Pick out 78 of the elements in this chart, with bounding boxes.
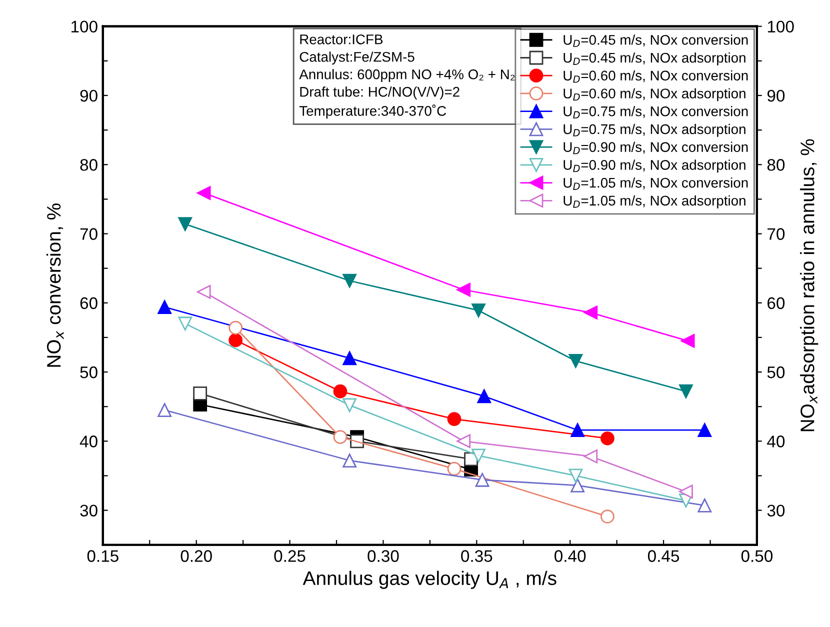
point: [447, 412, 462, 426]
point: [333, 384, 348, 398]
point: [158, 300, 172, 314]
point: [472, 448, 486, 463]
x-tick-label: 0.45: [648, 550, 680, 562]
point: [228, 333, 243, 348]
point: [600, 510, 614, 524]
y-tick-label: 80: [80, 159, 98, 171]
x-tick-label: 0.50: [741, 550, 773, 562]
point: [568, 468, 583, 483]
legend-label: U$_{D}$=0.60 m/s, NOx adsorption: [564, 88, 746, 102]
point: [472, 304, 486, 318]
point: [584, 449, 598, 464]
y2-tick-label: 80: [767, 159, 785, 171]
annotation: Catalyst:Fe/ZSM-5: [300, 52, 414, 65]
point: [158, 403, 172, 417]
y-tick-label: 50: [80, 366, 98, 378]
point: [333, 430, 348, 444]
annotation: Reactor:ICFB: [300, 34, 383, 44]
legend-label: U$_{D}$=1.05 m/s, NOx conversion: [564, 177, 748, 190]
annotation: Annulus: 600ppm NO +4% O₂ + N₂: [299, 69, 515, 82]
point: [680, 334, 695, 348]
y2-axis-title: NO$_{x}$adsorption ratio in annulus, %: [800, 139, 818, 432]
point: [447, 462, 462, 476]
x-tick-label: 0.35: [461, 550, 492, 562]
point: [342, 351, 357, 366]
point: [570, 478, 585, 492]
point: [698, 498, 712, 512]
y-tick-label: 60: [80, 297, 98, 310]
point: [342, 398, 357, 412]
point: [568, 354, 583, 368]
point: [698, 423, 712, 438]
point: [178, 217, 192, 232]
point: [679, 384, 693, 398]
x-tick-label: 0.40: [554, 550, 586, 562]
point: [196, 186, 211, 200]
y2-tick-label: 100: [768, 20, 794, 33]
x-tick-label: 0.15: [87, 550, 118, 562]
y-tick-label: 90: [80, 90, 98, 102]
legend-label: U$_{D}$=0.90 m/s, NOx adsorption: [564, 160, 746, 173]
y-tick-label: 30: [80, 504, 98, 516]
y2-tick-label: 50: [767, 366, 785, 378]
x-axis-title: Annulus gas velocity U$_{A}$ , m/s: [302, 570, 556, 589]
point: [456, 434, 471, 448]
point: [342, 454, 357, 468]
point: [679, 484, 693, 499]
y-tick-label: 70: [80, 228, 98, 240]
y2-tick-label: 60: [768, 297, 785, 310]
point: [475, 472, 490, 487]
legend-label: U$_{D}$=0.90 m/s, NOx conversion: [564, 142, 748, 154]
point: [456, 282, 471, 297]
legend-label: U$_{D}$=0.45 m/s, NOx conversion: [564, 34, 748, 47]
y-axis-title: NO$_{x}$ conversion, %: [46, 204, 64, 367]
y-tick-label: 40: [80, 436, 98, 448]
x-tick-label: 0.20: [180, 550, 212, 562]
y2-tick-label: 70: [768, 228, 785, 240]
point: [228, 320, 243, 335]
point: [342, 274, 357, 288]
legend-label: U$_{D}$=0.75 m/s, NOx conversion: [564, 106, 748, 118]
point: [477, 389, 492, 404]
y2-tick-label: 40: [767, 436, 785, 448]
point: [193, 386, 208, 400]
annotation: Temperature:340-370˚C: [299, 104, 446, 119]
x-tick-label: 0.30: [368, 550, 399, 562]
legend-label: U$_{D}$=0.75 m/s, NOx adsorption: [564, 124, 746, 137]
legend-label: U$_{D}$=0.45 m/s, NOx adsorption: [564, 52, 746, 66]
point: [196, 284, 211, 299]
point: [570, 423, 585, 438]
y2-tick-label: 30: [767, 504, 785, 516]
x-tick-label: 0.25: [274, 550, 306, 562]
y2-tick-label: 90: [767, 90, 785, 102]
point: [600, 431, 614, 446]
legend-label: U$_{D}$=1.05 m/s, NOx adsorption: [564, 195, 746, 208]
point: [584, 306, 598, 320]
y-tick-label: 100: [72, 20, 98, 33]
annotation: Draft tube: HC/NO(V/V)=2: [300, 86, 460, 100]
legend-label: U$_{D}$=0.60 m/s, NOx conversion: [564, 70, 748, 83]
point: [178, 316, 192, 331]
